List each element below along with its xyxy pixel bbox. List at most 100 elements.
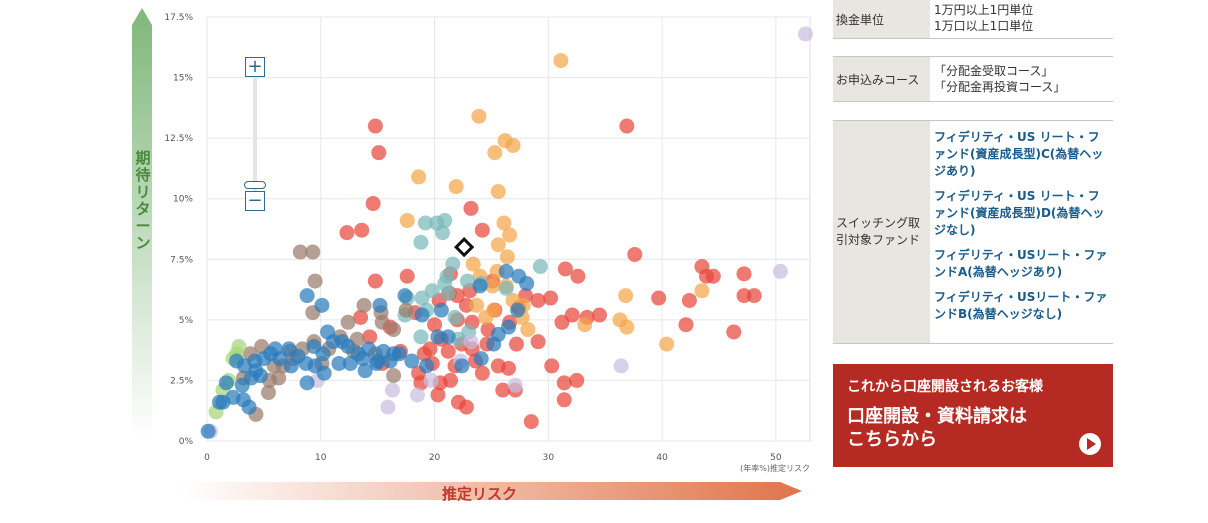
fund-link[interactable]: フィデリティ・USリート・ファンドA(為替ヘッジあり) [934,248,1108,279]
data-point [384,382,400,398]
data-point [619,118,635,134]
data-point [386,368,402,384]
data-point [490,237,506,253]
exchange-unit-label: 換金単位 [833,0,930,38]
exchange-unit-line: 1万円以上1円単位 [934,3,1034,17]
data-point [423,372,439,388]
data-point [386,346,402,362]
switching-funds-label: スイッチング取引対象ファンド [833,121,930,343]
data-point [417,215,433,231]
data-point [570,268,586,284]
data-point [556,375,572,391]
x-tick-label: 40 [656,453,668,463]
data-point [305,244,321,260]
data-point [519,276,535,292]
data-point [353,309,369,325]
data-point [414,290,430,306]
data-point [413,329,429,345]
data-point [501,360,516,376]
data-point [705,268,721,284]
exchange-unit-row: 換金単位 1万円以上1円単位 1万口以上1口単位 [833,0,1113,39]
fund-info-panel: 換金単位 1万円以上1円単位 1万口以上1口単位 お申込みコース 「分配金受取コ… [833,0,1113,344]
data-point [487,145,503,161]
zoom-slider-thumb[interactable] [244,181,266,189]
exchange-unit-line: 1万口以上1口単位 [934,19,1034,33]
application-course-row: お申込みコース 「分配金受取コース」 「分配金再投資コース」 [833,56,1113,102]
data-point [292,244,308,260]
zoom-out-button[interactable]: − [245,191,265,211]
data-point [507,377,523,393]
data-point [409,387,425,403]
data-point [472,278,488,294]
data-point [357,363,373,379]
data-point [651,290,667,306]
data-point [577,317,593,333]
data-point [314,297,330,313]
zoom-in-button[interactable]: + [245,57,265,77]
fund-link[interactable]: フィデリティ・US リート・ファンド(資産成長型)D(為替ヘッジなし) [934,189,1105,237]
data-point [569,372,585,388]
data-point [520,322,536,338]
data-point [399,268,415,284]
data-point [307,358,323,374]
data-point [564,307,580,323]
data-point [367,273,383,289]
x-tick-label: 10 [315,453,327,463]
data-point [474,222,490,238]
data-point [619,319,635,335]
data-point [681,292,697,308]
data-point [260,385,276,401]
data-point [557,261,573,277]
data-point [283,358,299,374]
risk-return-chart: 0% 2.5% 5% 7.5% 10% 12.5% 15% 17.5% 0 10 20 30 40 50 … [120,0,820,523]
data-point [252,368,268,384]
play-arrow-icon[interactable] [1079,433,1101,455]
data-point [241,399,257,415]
zoom-slider-track[interactable] [253,78,257,196]
data-point [499,249,515,265]
data-point [380,399,396,415]
data-point [659,336,675,352]
data-point [422,341,438,357]
data-point [365,196,381,212]
y-tick-label: 17.5% [164,13,193,23]
data-point [427,317,443,333]
data-point [371,145,387,161]
data-point [212,394,228,410]
y-tick-label: 5% [179,316,194,326]
data-point [678,317,694,333]
data-point [433,302,449,318]
data-point [530,334,546,350]
data-point [556,392,572,408]
data-point [490,326,506,342]
data-point [736,266,752,282]
scatter-plot: 0%2.5%5%7.5%10%12.5%15%17.5%0 10 20 30 40 50 … [132,8,813,500]
data-point [471,108,487,124]
data-point [460,273,476,289]
data-point [532,259,548,275]
open-account-banner[interactable]: これから口座開設されるお客様 口座開設・資料請求は こちらから [833,364,1113,467]
data-point [627,246,643,262]
application-course-line: 「分配金再投資コース」 [934,80,1066,94]
data-point [469,297,485,313]
data-point [299,288,315,304]
data-point [553,53,569,69]
data-point [386,322,402,338]
data-point [437,213,453,229]
data-point [440,329,456,345]
data-point [498,280,514,296]
y-tick-label: 0% [179,437,194,447]
fund-link[interactable]: フィデリティ・USリート・ファンドB(為替ヘッジなし) [934,290,1108,321]
y-tick-label: 10% [173,195,193,205]
data-point [342,355,358,371]
y-axis-arrow [132,8,152,440]
data-point [398,302,414,318]
fund-link[interactable]: フィデリティ・US リート・ファンド(資産成長型)C(為替ヘッジあり) [934,130,1104,178]
data-point [746,288,762,304]
selected-fund-marker [454,237,475,258]
data-point [495,382,511,398]
y-tick-label: 15% [173,74,193,84]
data-point [419,358,435,374]
data-point [399,213,415,229]
banner-title-line: こちらから [847,429,937,450]
